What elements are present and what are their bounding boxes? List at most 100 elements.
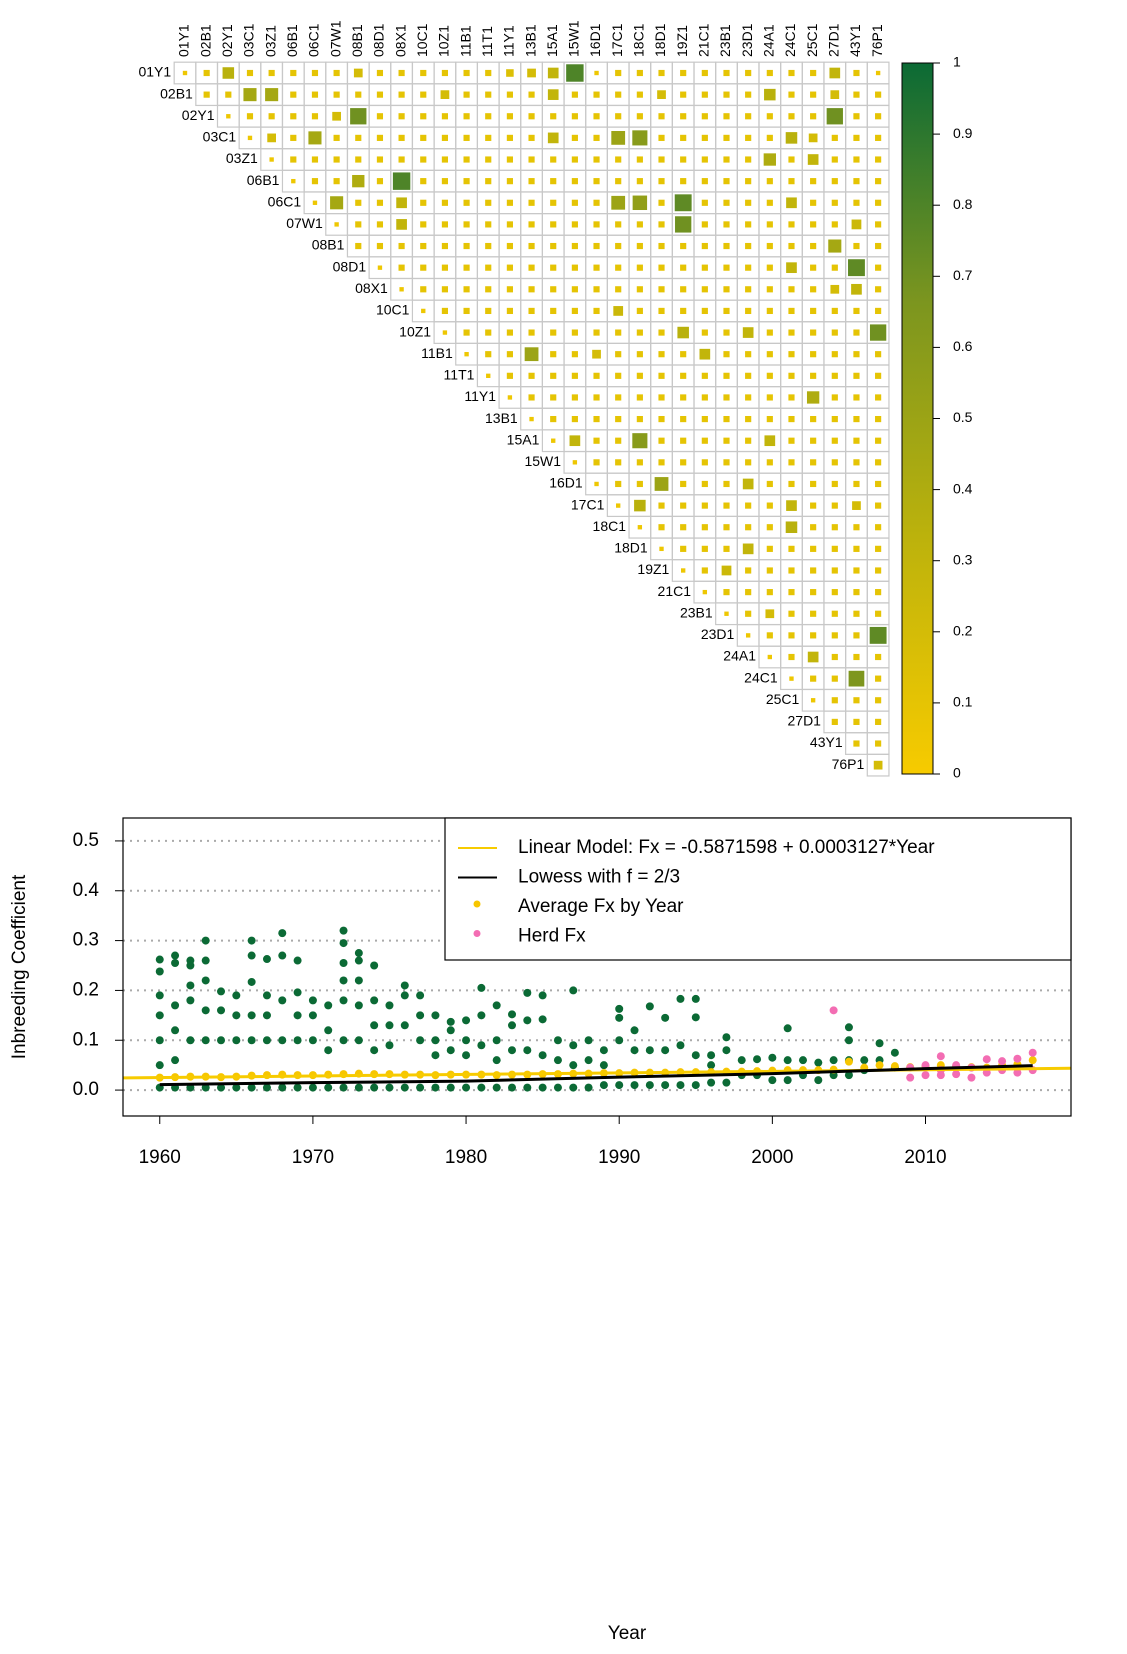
column-label: 11T1 [479,26,495,57]
cell-square [701,480,708,488]
x-tick-label: 2010 [904,1147,946,1168]
cell-square [723,502,730,509]
point [814,1076,823,1085]
column-label: 02Y1 [219,24,235,57]
cell-square [701,394,708,401]
column-label: 08B1 [349,24,365,57]
column-label: 17C1 [609,23,625,57]
row-label: 15W1 [524,453,561,469]
point [446,1017,455,1026]
cell-square [441,134,449,141]
cell-square [311,69,319,77]
cell-square [810,372,817,379]
point [599,1061,608,1070]
legend-label: Average Fx by Year [518,896,684,917]
point [477,1083,486,1092]
cell-square [615,178,622,185]
row-label: 19Z1 [637,561,669,577]
cell-square [528,264,535,271]
point [262,1083,271,1092]
cell-square [636,415,643,423]
point [967,1073,976,1082]
cell-square [485,264,492,271]
cell-square [571,372,578,379]
cell-square [831,718,838,725]
point [737,1056,746,1065]
cell-square [441,156,449,163]
point [232,1036,241,1045]
cell-border [866,753,890,777]
cell-square [723,221,730,228]
cell-square [853,697,860,704]
cell-square [441,221,449,228]
cell-square [550,307,557,315]
colorbar [901,62,934,775]
point [370,1046,379,1055]
cell-square [658,178,665,185]
cell-square [742,327,754,338]
cell-square [551,438,556,443]
cell-square [745,91,752,98]
cell-square [398,113,405,120]
cell-square [766,199,773,206]
point [354,1083,363,1092]
cell-square [485,134,492,141]
row-label: 11T1 [444,367,475,383]
cell-square [810,199,817,206]
cell-square [853,69,860,77]
cell-square [311,91,319,98]
cell-square [831,459,838,466]
cell-square [441,286,449,293]
legend-symbol [473,900,481,908]
cell-square [853,545,860,552]
cell-square [853,394,860,401]
cell-square [506,91,513,98]
cell-square [464,352,469,357]
point [615,1081,624,1090]
cell-square [615,242,622,250]
cell-square [701,502,708,509]
cell-square [723,351,730,358]
cell-square [745,567,752,574]
cell-square [723,91,730,98]
cell-square [810,91,817,98]
cell-square [745,502,752,509]
cell-square [723,307,730,315]
point [186,996,195,1005]
point [477,1011,486,1020]
cell-square [831,156,838,163]
colorbar-tick-label: 0.3 [953,551,973,567]
point [707,1061,716,1070]
cell-square [810,480,817,488]
cell-square [615,480,622,488]
legend-label: Herd Fx [518,926,586,947]
cell-square [550,372,557,379]
point [553,1036,562,1045]
point [921,1071,930,1080]
point [186,981,195,990]
cell-square [810,286,817,293]
cell-square [420,199,427,206]
colorbar-tick-label: 1 [953,54,961,70]
cell-square [269,157,274,162]
cell-square [440,90,450,99]
cell-square [485,221,492,228]
point [217,1006,226,1015]
cell-square [290,113,297,120]
cell-square [745,351,752,358]
cell-square [830,284,840,294]
point [462,1051,471,1060]
y-tick-label: 0.3 [73,930,99,951]
cell-square [593,199,600,206]
cell-square [766,632,773,639]
cell-square [658,134,665,141]
point [247,951,256,960]
cell-square [441,264,449,271]
cell-square [875,653,882,661]
point [324,1083,333,1092]
row-label: 23D1 [701,626,735,642]
cell-square [528,91,535,98]
cell-square [680,372,687,379]
cell-square [831,178,838,185]
cell-square [745,69,752,77]
